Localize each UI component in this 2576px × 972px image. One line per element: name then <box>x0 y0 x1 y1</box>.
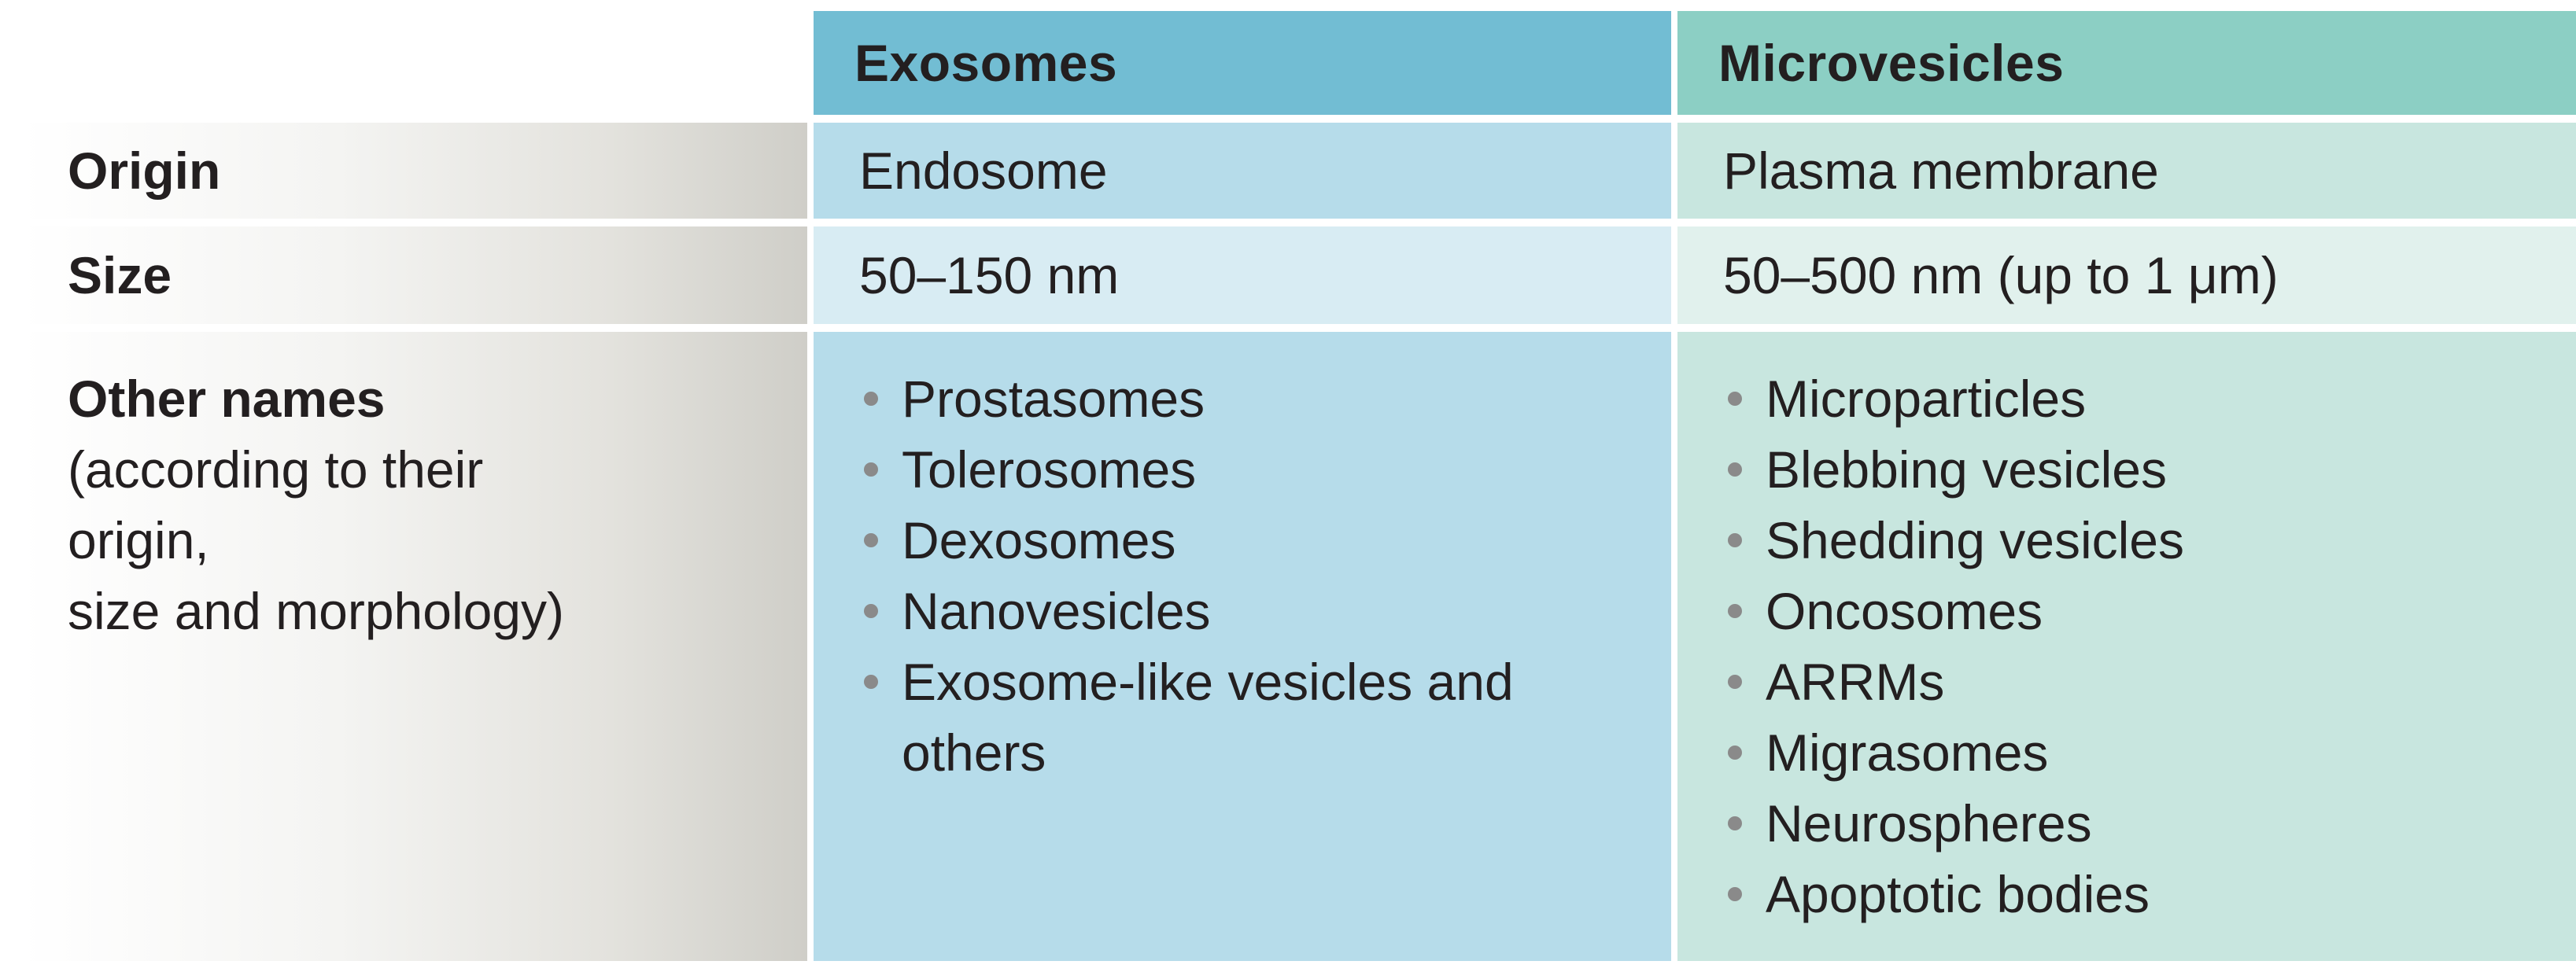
header-exosomes: Exosomes <box>814 11 1671 115</box>
cell-microvesicles-size: 50–500 nm (up to 1 μm) <box>1677 226 2576 324</box>
cell-exosomes-origin: Endosome <box>814 123 1671 219</box>
row-label-origin: Origin <box>22 123 807 219</box>
other-names-sublabel-line: (according to their <box>68 440 484 499</box>
cell-microvesicles-other-names: Microparticles Blebbing vesicles Sheddin… <box>1677 332 2576 961</box>
bullet-icon <box>1728 887 1742 901</box>
list-item: Shedding vesicles <box>1723 505 2184 576</box>
other-names-sublabel-line: size and morphology) <box>68 582 564 640</box>
other-names-label-block: Other names (according to their origin, … <box>68 363 564 646</box>
cell-microvesicles-origin: Plasma membrane <box>1677 123 2576 219</box>
microvesicles-other-names-list: Microparticles Blebbing vesicles Sheddin… <box>1723 363 2184 930</box>
list-item: Migrasomes <box>1723 717 2184 788</box>
list-item: Blebbing vesicles <box>1723 434 2184 505</box>
microvesicles-origin-value: Plasma membrane <box>1723 142 2159 200</box>
bullet-icon <box>1728 462 1742 477</box>
cell-exosomes-size: 50–150 nm <box>814 226 1671 324</box>
size-label: Size <box>68 246 172 304</box>
origin-label: Origin <box>68 142 221 200</box>
cell-exosomes-other-names: Prostasomes Tolerosomes Dexosomes Nanove… <box>814 332 1671 961</box>
other-names-sublabel-line: origin, <box>68 511 209 569</box>
microvesicles-size-value: 50–500 nm (up to 1 μm) <box>1723 246 2279 304</box>
header-exosomes-label: Exosomes <box>854 34 1118 92</box>
list-item: Prostasomes <box>859 363 1594 434</box>
list-item: Dexosomes <box>859 505 1594 576</box>
row-label-other-names: Other names (according to their origin, … <box>22 332 807 961</box>
bullet-icon <box>864 392 878 406</box>
bullet-icon <box>1728 533 1742 547</box>
list-item: Tolerosomes <box>859 434 1594 505</box>
bullet-icon <box>1728 746 1742 760</box>
list-item: Neurospheres <box>1723 788 2184 859</box>
list-item: Nanovesicles <box>859 576 1594 646</box>
bullet-icon <box>1728 604 1742 618</box>
exosomes-size-value: 50–150 nm <box>859 246 1120 304</box>
bullet-icon <box>1728 675 1742 689</box>
header-microvesicles: Microvesicles <box>1677 11 2576 115</box>
bullet-icon <box>864 675 878 689</box>
exosomes-other-names-list: Prostasomes Tolerosomes Dexosomes Nanove… <box>859 363 1594 788</box>
list-item: Exosome-like vesicles and others <box>859 646 1594 788</box>
list-item: Oncosomes <box>1723 576 2184 646</box>
list-item: Microparticles <box>1723 363 2184 434</box>
exosomes-origin-value: Endosome <box>859 142 1108 200</box>
bullet-icon <box>864 462 878 477</box>
bullet-icon <box>1728 816 1742 830</box>
other-names-label: Other names <box>68 370 386 428</box>
bullet-icon <box>864 604 878 618</box>
header-microvesicles-label: Microvesicles <box>1718 34 2065 92</box>
bullet-icon <box>864 533 878 547</box>
bullet-icon <box>1728 392 1742 406</box>
list-item: ARRMs <box>1723 646 2184 717</box>
row-label-size: Size <box>22 226 807 324</box>
list-item: Apoptotic bodies <box>1723 859 2184 930</box>
